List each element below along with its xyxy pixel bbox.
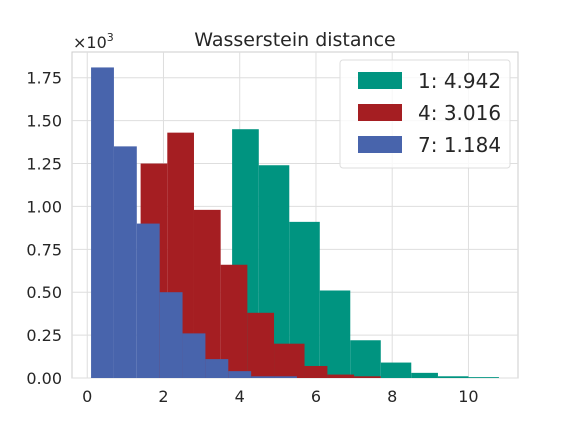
series-3-bar: [205, 359, 229, 378]
y-multiplier: ×103: [73, 31, 114, 52]
series-3-bar: [91, 67, 114, 378]
x-tick-label: 0: [82, 387, 92, 406]
legend-label: 4: 3.016: [418, 101, 501, 125]
series-3-bar: [113, 146, 137, 378]
legend-swatch: [358, 136, 402, 153]
series-2-bar: [327, 374, 355, 378]
series-1-bar: [437, 376, 469, 378]
x-tick-label: 10: [458, 387, 478, 406]
series-3-bar: [159, 292, 183, 378]
legend-label: 7: 1.184: [418, 133, 501, 157]
series-1-bar: [380, 362, 412, 378]
series-3-bar: [182, 333, 206, 378]
series-2-bar: [274, 343, 305, 378]
series-3-bar: [228, 371, 252, 378]
y-tick-label: 1.25: [26, 155, 62, 174]
legend-swatch: [358, 104, 402, 121]
series-1-bar: [319, 290, 351, 378]
x-tick-label: 8: [387, 387, 397, 406]
y-tick-label: 0.50: [26, 283, 62, 302]
series-3-bar: [136, 223, 160, 378]
series-2-bar: [354, 376, 381, 378]
series-1-bar: [350, 340, 381, 378]
x-axis: 0 2 4 6 8 10: [82, 387, 478, 406]
y-tick-label: 1.00: [26, 197, 62, 216]
legend: 1: 4.942 4: 3.016 7: 1.184: [339, 59, 511, 169]
legend-swatch: [358, 72, 402, 89]
y-multiplier-exponent: 3: [107, 31, 114, 44]
series-1-bar: [411, 372, 438, 378]
y-tick-label: 0.00: [26, 369, 62, 388]
bars: [91, 67, 499, 378]
chart-title: Wasserstein distance: [194, 29, 395, 51]
y-tick-label: 1.75: [26, 69, 62, 88]
y-multiplier-base: ×10: [73, 33, 107, 52]
legend-label: 1: 4.942: [418, 69, 501, 93]
x-tick-label: 4: [235, 387, 245, 406]
x-tick-label: 2: [158, 387, 168, 406]
series-3-bar: [274, 376, 297, 378]
series-2-bar: [304, 365, 328, 378]
x-tick-label: 6: [311, 387, 321, 406]
series-3-bar: [251, 376, 275, 378]
series-1-bar: [468, 377, 499, 378]
series-2-bar: [247, 312, 275, 378]
y-tick-label: 0.75: [26, 240, 62, 259]
y-axis: 0.00 0.25 0.50 0.75 1.00 1.25 1.50 1.75: [26, 69, 62, 388]
y-tick-label: 0.25: [26, 326, 62, 345]
y-tick-label: 1.50: [26, 112, 62, 131]
